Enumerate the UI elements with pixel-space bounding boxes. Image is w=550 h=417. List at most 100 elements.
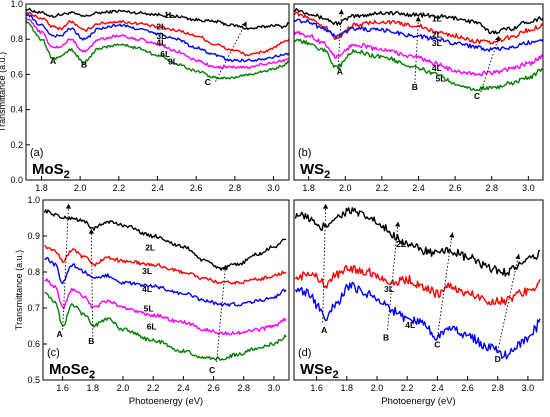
panel-label: (d) — [298, 347, 311, 359]
dotted-guide-line — [497, 253, 520, 352]
series-line — [294, 30, 543, 77]
material-label: MoSe2 — [49, 361, 95, 381]
x-tick-label: 2.6 — [207, 383, 220, 393]
series-line — [44, 291, 287, 361]
curve-label: 1L — [432, 14, 442, 24]
dotted-guide-line — [387, 221, 399, 330]
x-tick-label: 3.0 — [268, 383, 281, 393]
y-axis-title: Transmittance (a.u.) — [0, 52, 7, 132]
series-line — [26, 7, 289, 31]
curve-label: 2L — [432, 29, 442, 39]
x-tick-label: 2.0 — [339, 183, 352, 193]
x-tick-label: 2.2 — [376, 183, 389, 193]
x-tick-label: 2.0 — [117, 383, 130, 393]
peak-label: A — [57, 329, 63, 339]
y-tick-label: 0.8 — [27, 267, 40, 277]
material-label: WSe2 — [300, 361, 339, 381]
material-subscript: 2 — [89, 369, 95, 381]
curve-label: 2L — [145, 242, 155, 252]
curve-label: 3L — [142, 266, 152, 276]
x-tick-label: 2.8 — [229, 183, 242, 193]
dotted-guide-line — [90, 228, 94, 337]
material-formula: MoS — [32, 161, 64, 178]
x-tick-label: 2.6 — [449, 183, 462, 193]
peak-label: C — [434, 340, 440, 350]
x-tick-label: 2.4 — [431, 383, 444, 393]
peak-label: A — [50, 56, 56, 66]
x-tick-label: 1.8 — [341, 383, 354, 393]
x-tick-label: 2.0 — [371, 383, 384, 393]
y-tick-label: 1.0 — [27, 195, 40, 205]
curve-label: 9L — [168, 57, 178, 67]
y-tick-label: 0.4 — [10, 105, 23, 115]
y-tick-label: 0.7 — [27, 303, 40, 313]
x-tick-label: 2.4 — [151, 183, 164, 193]
series-line — [44, 278, 287, 336]
panel-label: (a) — [30, 147, 43, 159]
series-line — [26, 11, 289, 57]
curve-label: 4L — [405, 320, 415, 330]
series-line — [294, 7, 543, 35]
series-line — [26, 16, 289, 70]
peak-label: B — [81, 59, 87, 69]
y-tick-label: 0.2 — [10, 140, 23, 150]
curve-label: 4L — [156, 37, 166, 47]
x-tick-label: 2.2 — [113, 183, 126, 193]
peak-label: B — [383, 332, 389, 342]
y-tick-label: 0.8 — [10, 34, 23, 44]
curve-label: 3L — [432, 38, 442, 48]
series-line — [294, 281, 541, 360]
plot-frame — [42, 199, 290, 381]
panel-1: 1.8 2.0 2.2 2.4 2.6 2.8 3.0 0.0 0.2 0.4 0.6 0.8 1.0 T… — [0, 0, 290, 193]
x-tick-label: 2.4 — [177, 383, 190, 393]
guide-arrowhead — [449, 232, 455, 238]
guide-arrowhead — [515, 254, 521, 260]
guide-arrowhead — [222, 264, 228, 270]
curve-label: 6L — [147, 322, 157, 332]
series-line — [44, 256, 287, 307]
peak-label: D — [495, 354, 501, 364]
dotted-guide-line — [62, 203, 70, 330]
x-tick-label: 3.0 — [267, 183, 280, 193]
x-tick-label: 1.6 — [56, 383, 69, 393]
x-tick-label: 1.8 — [302, 183, 315, 193]
dotted-guide-line — [414, 16, 419, 84]
panel-label: (c) — [47, 347, 60, 359]
curve-label: 3L — [156, 31, 166, 41]
dotted-guide-line — [436, 232, 453, 337]
series-line — [294, 265, 541, 306]
y-tick-label: 1.0 — [10, 0, 23, 9]
x-tick-label: 2.2 — [147, 383, 160, 393]
panel-3: 1.6 1.8 2.0 2.2 2.4 2.6 2.8 3.0 0.5 0.6 0.7 0.8 0.9 1… — [14, 195, 290, 407]
x-tick-label: 2.0 — [74, 183, 87, 193]
series-line — [44, 244, 287, 285]
dotted-guide-line — [322, 203, 327, 323]
peak-label: B — [88, 336, 94, 346]
material-formula: WSe — [300, 361, 333, 378]
guide-arrowhead — [495, 35, 500, 42]
peak-label: C — [209, 365, 215, 375]
curve-label: 2L — [396, 239, 406, 249]
x-tick-label: 2.6 — [461, 383, 474, 393]
series-line — [26, 13, 289, 63]
x-tick-label: 2.4 — [412, 183, 425, 193]
x-tick-label: 2.8 — [485, 183, 498, 193]
guide-arrowhead — [323, 203, 329, 209]
series-line — [294, 18, 543, 52]
x-tick-label: 2.8 — [491, 383, 504, 393]
dotted-guide-line — [337, 9, 343, 70]
x-tick-label: 1.6 — [310, 383, 323, 393]
x-tick-label: 3.0 — [522, 383, 535, 393]
peak-label: C — [205, 77, 211, 87]
material-subscript: 2 — [324, 169, 330, 181]
dotted-guide-line — [215, 21, 247, 82]
y-tick-label: 0.6 — [27, 339, 40, 349]
guide-arrowhead — [241, 21, 247, 28]
peak-label: C — [474, 91, 480, 101]
curve-label: 1L — [164, 10, 174, 20]
plot-frame — [293, 199, 544, 381]
guide-arrowhead — [88, 228, 94, 234]
dotted-guide-line — [216, 264, 227, 363]
curve-label: 2L — [156, 22, 166, 32]
